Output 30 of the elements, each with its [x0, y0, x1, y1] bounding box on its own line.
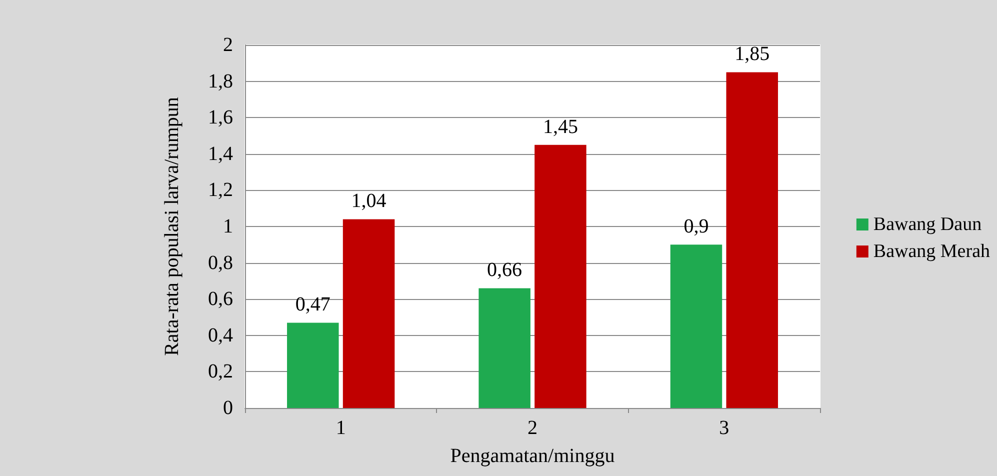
bar: [342, 219, 395, 408]
x-tick-label: 1: [336, 417, 346, 439]
legend-label: Bawang Daun: [873, 214, 982, 235]
data-label: 1,85: [734, 43, 770, 66]
y-tick-label: 0,2: [208, 360, 233, 383]
bar: [478, 288, 530, 408]
data-label: 0,9: [684, 216, 709, 238]
y-tick-label: 1,6: [208, 106, 233, 129]
bar: [670, 244, 722, 408]
data-label: 1,04: [351, 190, 386, 212]
bar: [534, 144, 586, 408]
y-tick-label: 0: [223, 397, 233, 419]
y-tick-label: 1,8: [208, 70, 233, 92]
x-axis-title: Pengamatan/minggu: [450, 445, 615, 467]
y-tick-label: 1,2: [208, 179, 233, 202]
legend-label: Bawang Merah: [873, 241, 990, 262]
y-tick-label: 0,4: [208, 324, 233, 346]
x-tick-label: 3: [719, 417, 730, 439]
x-tick-label: 2: [528, 417, 538, 439]
y-tick-label: 1: [223, 216, 233, 238]
bar: [726, 72, 778, 408]
y-axis-title: Rata-rata populasi larva/rumpun: [161, 97, 183, 356]
y-tick-label: 2: [223, 34, 233, 56]
data-label: 0,66: [487, 259, 522, 282]
data-label: 1,45: [542, 116, 578, 138]
y-tick-label: 0,6: [208, 288, 233, 310]
data-label: 0,47: [295, 294, 330, 316]
bar: [287, 322, 339, 408]
y-tick-label: 0,8: [208, 252, 233, 274]
y-tick-label: 1,4: [208, 142, 233, 165]
